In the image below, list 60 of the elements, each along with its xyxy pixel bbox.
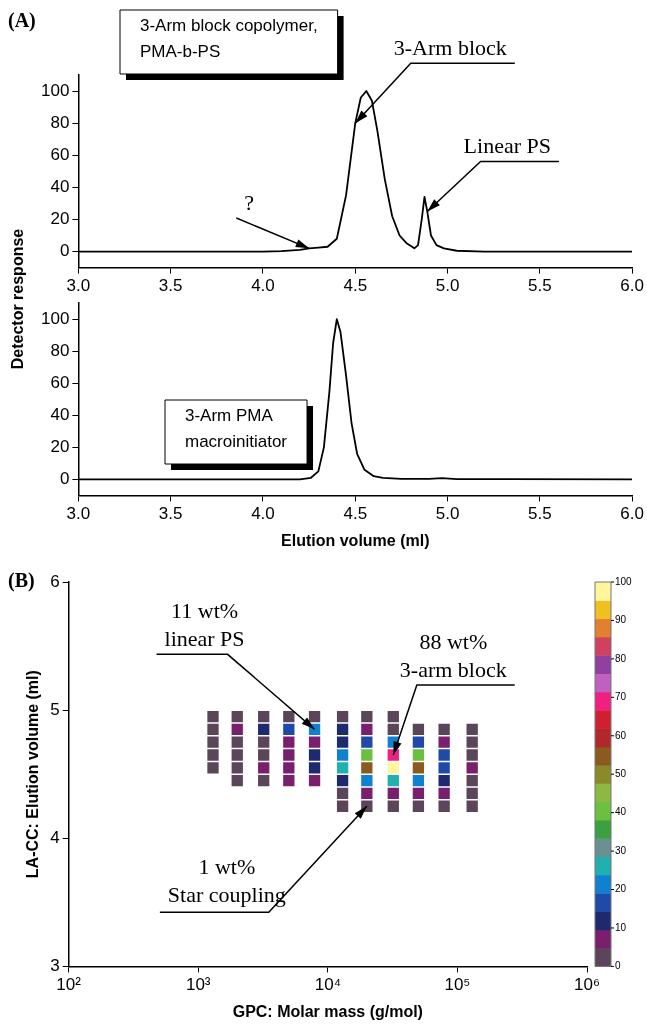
text: 3-Arm block copolymer, PMA-b-PS [140, 16, 318, 62]
x-tick-label: 5.0 [435, 276, 460, 296]
color-bar-label: 100 [615, 575, 633, 587]
annotation: Linear PS [463, 133, 551, 159]
x-tick-label: 3.0 [66, 504, 91, 524]
chart-title: (B) [8, 569, 35, 593]
y-tick-label: 3 [50, 956, 60, 976]
y-tick-label: 60 [50, 372, 70, 392]
color-bar-label: 50 [615, 767, 627, 779]
x-tick-label: 10² [56, 975, 82, 995]
y-tick-label: 20 [50, 209, 70, 229]
x-tick-label: 5.0 [435, 504, 460, 524]
y-tick-label: 80 [50, 112, 70, 132]
y-tick-label: 0 [59, 241, 70, 261]
color-bar-label: 80 [615, 652, 627, 664]
y-tick-label: 40 [50, 177, 70, 197]
x-tick-label: 6.0 [620, 504, 644, 524]
x-axis-title: Elution volume (ml) [281, 531, 430, 549]
color-bar-label: 0 [615, 960, 621, 972]
x-tick-label: 3.5 [158, 276, 183, 296]
x-tick-label: 4.0 [251, 276, 275, 296]
y-tick-label: 6 [50, 571, 60, 591]
y-tick-label: 100 [40, 308, 70, 328]
color-bar-label: 70 [615, 691, 627, 703]
y-tick-label: 5 [50, 699, 60, 719]
x-tick-label: 4.5 [343, 504, 368, 524]
color-bar-label: 90 [615, 614, 627, 626]
y-tick-label: 80 [50, 340, 70, 360]
annotation: ? [244, 190, 254, 216]
y-axis-title: Detector response [9, 227, 27, 372]
x-tick-label: 3.5 [158, 504, 183, 524]
y-tick-label: 0 [59, 469, 70, 489]
annotation: 11 wt% linear PS [164, 598, 245, 652]
color-bar-label: 60 [615, 729, 627, 741]
y-tick-label: 40 [50, 405, 70, 424]
x-tick-label: 10⁶ [574, 975, 600, 995]
x-tick-label: 10⁵ [444, 975, 471, 995]
color-bar-label: 30 [615, 844, 627, 856]
x-tick-label: 6.0 [620, 276, 644, 296]
chart-title: (A) [8, 9, 36, 33]
annotation: 1 wt% Star coupling [167, 854, 286, 908]
y-tick-label: 20 [50, 437, 70, 457]
x-tick-label: 5.5 [528, 504, 552, 524]
y-tick-label: 100 [40, 80, 70, 100]
x-tick-label: 5.5 [528, 276, 552, 296]
x-tick-label: 4.0 [251, 504, 275, 524]
annotation: 3-Arm block [393, 35, 507, 61]
annotation: 3-Arm PMA macroinitiator [185, 406, 288, 452]
y-axis-title: LA-CC: Elution volume (ml) [24, 670, 42, 879]
color-bar-label: 40 [615, 806, 627, 818]
x-tick-label: 3.0 [66, 276, 91, 296]
x-tick-label: 10⁴ [314, 975, 341, 995]
color-bar-label: 20 [615, 883, 627, 895]
x-tick-label: 10³ [185, 975, 211, 995]
y-tick-label: 4 [50, 827, 60, 847]
y-tick-label: 60 [50, 144, 70, 164]
x-axis-title: GPC: Molar mass (g/mol) [232, 1002, 423, 1020]
annotation: 88 wt% 3-arm block [399, 628, 507, 682]
color-bar-label: 10 [615, 921, 627, 933]
x-tick-label: 4.5 [343, 276, 368, 296]
